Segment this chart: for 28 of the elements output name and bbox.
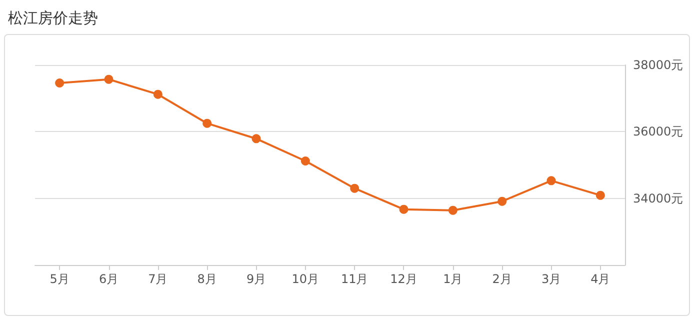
point [546, 176, 556, 186]
x-tick-label: 4月 [590, 272, 610, 286]
point [252, 134, 261, 144]
x-tick-label: 1月 [443, 272, 463, 286]
point [300, 156, 310, 166]
x-tick-label: 7月 [148, 272, 168, 286]
point [498, 196, 507, 206]
point [596, 190, 605, 200]
x-tick-label: 12月 [390, 272, 418, 286]
point [202, 118, 212, 128]
point [399, 204, 408, 214]
point [448, 206, 458, 215]
point [55, 78, 64, 88]
x-tick-label: 3月 [541, 272, 562, 286]
y-tick-label: 34000元 [633, 191, 684, 206]
x-tick-label: 11月 [340, 272, 368, 286]
x-tick-label: 10月 [292, 272, 320, 286]
x-tick-label: 2月 [492, 272, 512, 286]
chart-title: 松江房价走势 [8, 8, 99, 29]
x-tick-label: 6月 [98, 272, 119, 286]
point [104, 74, 114, 84]
x-tick-label: 9月 [246, 272, 266, 286]
point [350, 184, 360, 193]
x-tick-label: 8月 [197, 272, 217, 286]
y-tick-label: 38000元 [633, 58, 684, 72]
x-tick-label: 5月 [50, 272, 70, 286]
point [153, 90, 162, 99]
y-tick-label: 36000元 [633, 124, 684, 139]
